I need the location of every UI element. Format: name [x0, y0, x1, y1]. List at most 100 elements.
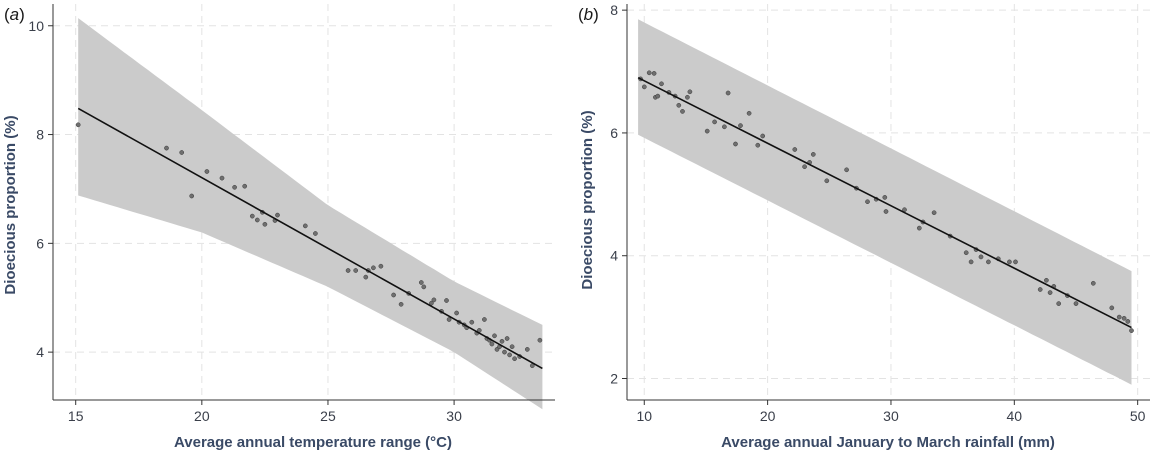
panel-a-confidence-band [78, 18, 543, 410]
data-point [738, 123, 743, 128]
data-point [254, 217, 260, 223]
data-point [353, 268, 359, 273]
data-point [469, 319, 475, 325]
data-point [431, 297, 437, 303]
data-point [502, 349, 507, 355]
data-point [398, 301, 404, 307]
data-point [302, 223, 308, 229]
panel-b-y-ticks: 2 4 6 8 [610, 2, 627, 387]
data-point [916, 225, 922, 231]
y-tick-label: 8 [36, 127, 44, 143]
x-tick-label: 10 [636, 408, 652, 424]
data-point [242, 183, 248, 189]
panel-a: (a) 15 20 25 30 4 6 8 10 Average annual temper… [2, 4, 555, 451]
panel-a-label: (a) [4, 5, 25, 24]
data-point [810, 152, 816, 157]
data-point [249, 213, 255, 219]
data-point [1073, 301, 1079, 306]
panel-a-axes [52, 4, 555, 401]
panel-b-label: (b) [578, 5, 599, 24]
y-tick-label: 2 [610, 371, 618, 387]
data-point [482, 317, 487, 322]
x-tick-label: 30 [883, 408, 899, 424]
data-point [802, 164, 807, 170]
x-tick-label: 25 [320, 408, 336, 424]
data-point [882, 195, 888, 200]
data-point [391, 292, 396, 298]
data-point [204, 169, 210, 174]
panel-a-x-axis-title: Average annual temperature range (°C) [174, 434, 452, 451]
data-point [760, 133, 766, 139]
panel-a-fit-line [77, 107, 543, 370]
x-tick-label: 40 [1007, 408, 1023, 424]
y-tick-label: 8 [610, 2, 618, 18]
data-point [489, 341, 495, 347]
regression-line [77, 107, 543, 370]
data-point [986, 259, 991, 265]
data-point [429, 300, 434, 306]
data-point [418, 280, 424, 285]
data-point [792, 147, 798, 152]
data-point [1090, 280, 1096, 286]
data-point [1013, 259, 1018, 265]
data-point [504, 336, 510, 341]
data-point [733, 141, 738, 147]
data-point [725, 90, 731, 96]
data-point [75, 122, 81, 128]
data-point [313, 231, 318, 236]
x-tick-label: 20 [760, 408, 776, 424]
y-tick-label: 4 [610, 248, 618, 264]
data-point [509, 344, 515, 350]
y-tick-label: 10 [28, 18, 44, 34]
data-point [865, 199, 870, 205]
panel-a-y-ticks: 4 6 8 10 [28, 18, 53, 360]
data-point [446, 317, 452, 322]
data-point [755, 142, 761, 148]
data-point [680, 109, 685, 114]
x-tick-label: 30 [446, 408, 462, 424]
data-point [363, 274, 369, 280]
data-point [1121, 315, 1127, 321]
panel-a-x-ticks: 15 20 25 30 [68, 400, 462, 424]
panel-b: (b) 10 20 30 40 50 2 4 6 8 Average annual Janua… [578, 2, 1150, 451]
data-point [883, 209, 889, 214]
data-point [189, 193, 195, 199]
x-tick-label: 50 [1130, 408, 1146, 424]
data-point [275, 212, 280, 218]
data-point [641, 84, 647, 90]
data-point [345, 268, 351, 273]
panel-b-points [638, 70, 1134, 333]
y-tick-label: 4 [36, 344, 44, 360]
data-point [1037, 287, 1043, 292]
data-point [232, 184, 237, 190]
data-point [746, 110, 752, 116]
x-tick-label: 20 [194, 408, 210, 424]
data-point [844, 167, 849, 173]
panel-b-x-ticks: 10 20 30 40 50 [636, 400, 1146, 424]
data-point [651, 71, 657, 76]
data-point [371, 265, 376, 271]
data-point [164, 145, 169, 151]
data-point [524, 347, 530, 352]
panel-b-fit-line [637, 76, 1132, 329]
data-point [262, 221, 268, 227]
data-point [1116, 314, 1122, 320]
data-point [655, 93, 661, 99]
data-point [537, 337, 543, 343]
data-point [963, 250, 969, 256]
panel-a-y-axis-title: Dioecious proportion (%) [2, 115, 19, 294]
data-point [378, 263, 384, 269]
data-point [512, 356, 517, 362]
data-point [499, 338, 505, 344]
data-point [454, 310, 459, 316]
data-point [646, 70, 652, 76]
confidence-band [78, 18, 543, 410]
data-point [978, 254, 984, 260]
data-point [1125, 319, 1131, 324]
data-point [444, 298, 449, 303]
data-point [659, 81, 664, 87]
panel-b-x-axis-title: Average annual January to March rainfall… [721, 434, 1055, 451]
x-tick-label: 15 [68, 408, 84, 424]
y-tick-label: 6 [610, 125, 618, 141]
